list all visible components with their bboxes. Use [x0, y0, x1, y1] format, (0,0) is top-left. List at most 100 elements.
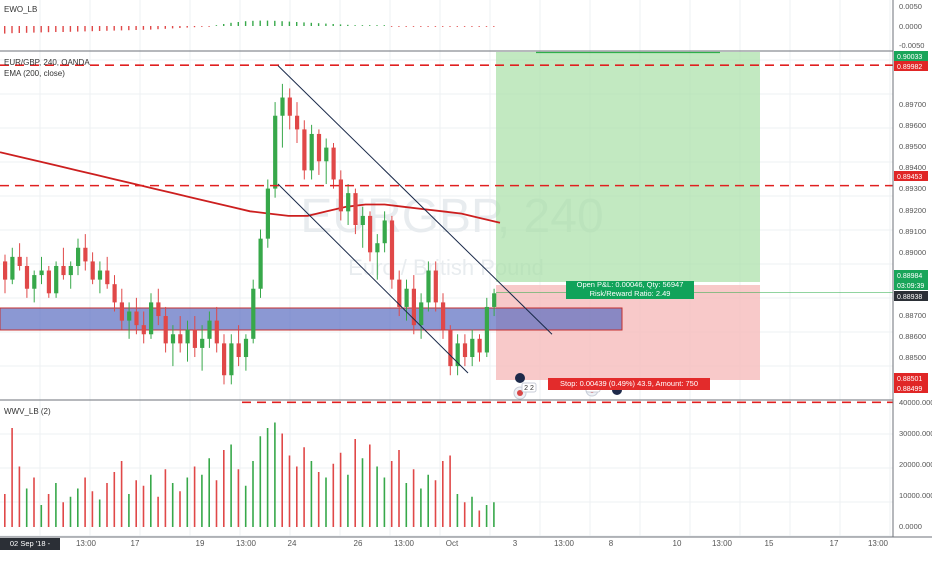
price-axis-tick: 0.89000 [899, 248, 926, 257]
ewo-bar [91, 26, 93, 32]
volume-axis-tick: 40000.0000 [899, 398, 932, 407]
event-marker-icon[interactable] [515, 373, 525, 383]
candle-body [185, 329, 190, 344]
volume-bar [303, 447, 305, 527]
symbol-legend[interactable]: EUR/GBP, 240, OANDA [4, 58, 90, 67]
time-axis[interactable]: 13:00 17 19 13:00 24 26 13:00 Oct 3 13:00 8 10 13:00… [76, 539, 889, 548]
candle-body [236, 343, 241, 358]
ewo-bar [201, 26, 203, 27]
volume-bar [47, 494, 50, 527]
price-tags: 0.90033 0.89982 0.89453 0.88984 03:09:39 0.88… [894, 51, 928, 393]
candle-body [462, 343, 468, 358]
candle-body [382, 220, 387, 244]
candle-body [287, 97, 292, 116]
ewo-bar [412, 26, 415, 27]
price-axis-tick: 0.88600 [899, 332, 926, 341]
candle-body [316, 133, 322, 162]
ewo-bar [230, 22, 232, 26]
volume-bar [412, 469, 415, 527]
time-axis-label: 3 [513, 539, 518, 548]
candle-body [258, 238, 263, 289]
ewo-bar [434, 26, 437, 27]
ewo-bar [339, 24, 342, 26]
ewo-indicator-label[interactable]: EWO_LB [4, 5, 38, 14]
candle-body [192, 329, 197, 348]
ewo-bar [186, 26, 188, 28]
ewo-bar [98, 26, 101, 31]
volume-bar [383, 477, 386, 527]
time-axis-label: 15 [765, 539, 774, 548]
time-axis-label: 13:00 [76, 539, 97, 548]
ewo-bar [164, 26, 166, 29]
volume-bar [55, 483, 57, 527]
candle-body [360, 215, 365, 225]
ewo-bar [84, 26, 86, 32]
candle-body [455, 343, 460, 367]
candle-body [149, 302, 154, 335]
volume-bar [405, 483, 408, 527]
stop-loss-box[interactable] [496, 285, 760, 380]
volume-bar [456, 494, 459, 527]
candle-body [170, 334, 176, 344]
support-zone-rectangle[interactable] [0, 307, 623, 331]
volume-bar [354, 439, 356, 527]
descending-channel [277, 65, 553, 374]
volume-bar [420, 488, 422, 527]
price-axis[interactable]: 0.0050 0.0000 -0.0050 0.89700 0.89600 0.89500… [899, 2, 932, 531]
ewo-bar [347, 24, 349, 26]
candle-body [331, 147, 336, 180]
candle-body [119, 302, 124, 321]
candle-body [61, 265, 66, 276]
ewo-bar [281, 21, 283, 26]
ewo-bar [55, 26, 57, 32]
candle-body [222, 343, 227, 376]
volume-indicator-label[interactable]: WWV_LB (2) [4, 407, 51, 416]
volume-bar [252, 461, 254, 527]
price-tag [894, 373, 928, 383]
candle-body [280, 97, 285, 116]
candle-body [448, 329, 453, 367]
ewo-bar [332, 24, 334, 26]
volume-axis-tick: 20000.0000 [899, 460, 932, 469]
price-tag-label: 0.88984 [897, 273, 922, 280]
volume-bar [478, 510, 481, 527]
ewo-bar [390, 26, 393, 27]
channel-upper-line [277, 65, 553, 335]
candle-body [273, 115, 278, 189]
candle-body [112, 284, 117, 303]
ewo-bar [376, 25, 378, 26]
ewo-bar [4, 26, 6, 34]
position-info-box[interactable]: Open P&L: 0.00046, Qty: 56947 Risk/Rewar… [566, 280, 694, 299]
volume-bar [186, 477, 189, 527]
volume-bar [471, 496, 473, 527]
ewo-bar [208, 26, 210, 27]
candle-body [134, 311, 139, 326]
ewo-bar [420, 26, 422, 27]
ewo-bar [427, 26, 429, 27]
volume-bar [215, 480, 218, 527]
volume-bar [463, 502, 466, 527]
stop-info-box[interactable]: Stop: 0.00439 (0.49%) 43.9, Amount: 750 [548, 378, 710, 390]
volume-bar [296, 466, 298, 527]
candle-body [397, 279, 402, 307]
ema-legend[interactable]: EMA (200, close) [4, 69, 65, 78]
ewo-bar [77, 26, 79, 32]
volume-bar [18, 466, 21, 527]
candle-body [200, 338, 205, 348]
volume-bar [128, 494, 130, 527]
candle-body [207, 320, 212, 339]
price-tag [894, 280, 928, 290]
candle-body [46, 270, 51, 294]
price-tag-label: 0.88938 [897, 294, 922, 301]
price-tag [894, 51, 928, 61]
candle-body [295, 115, 300, 130]
volume-bar [230, 444, 232, 527]
price-tag [894, 171, 928, 181]
candle-body [214, 320, 219, 344]
volume-bar [106, 483, 108, 527]
event-count-badge[interactable] [521, 382, 537, 393]
ewo-bar [252, 20, 254, 26]
volume-bar [369, 444, 371, 527]
profit-target-box[interactable] [496, 52, 760, 282]
volume-bar [427, 474, 429, 527]
